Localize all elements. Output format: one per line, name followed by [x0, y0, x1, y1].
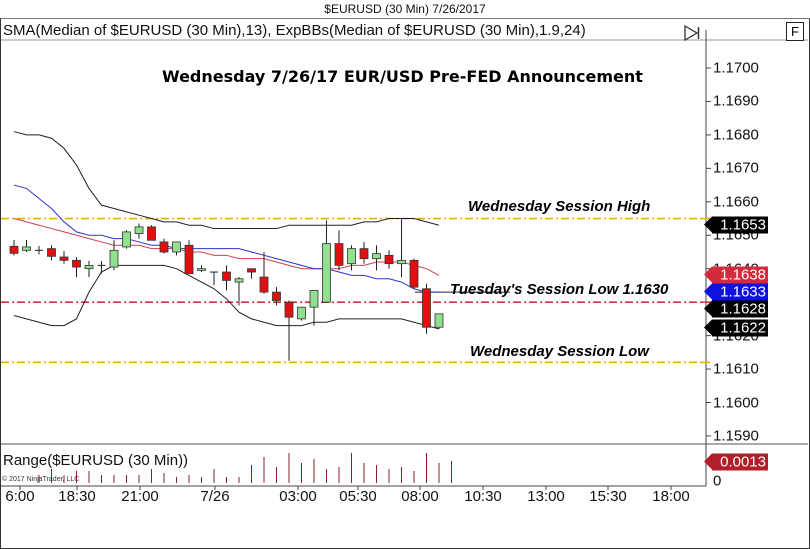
y-tick-label: 1.1600 [713, 394, 759, 411]
x-tick-label: 10:30 [464, 488, 502, 505]
bollinger-mid-line [13, 184, 439, 293]
candle-body [59, 256, 69, 261]
candle-body [309, 290, 319, 308]
candle-body [272, 291, 281, 301]
range-zero-label: 0 [713, 472, 722, 490]
candle-body [222, 271, 231, 281]
x-tick-label: 15:30 [589, 488, 627, 505]
annotation-tue-low: Tuesday's Session Low 1.1630 [450, 281, 669, 298]
candle-body [434, 313, 444, 328]
x-tick-label: 7/26 [200, 488, 230, 505]
candle-body [409, 259, 419, 288]
bollinger-upper-line [13, 131, 440, 230]
candle-body [109, 249, 119, 268]
f-button[interactable]: F [786, 22, 804, 41]
x-tick-label: 13:00 [527, 488, 565, 505]
y-tick-label: 1.1590 [713, 427, 759, 445]
y-tick-label: 1.1660 [713, 193, 759, 211]
window-title: $EURUSD (30 Min) 7/26/2017 [324, 2, 486, 16]
candle-body [397, 259, 406, 265]
range-indicator-label: Range($EURUSD (30 Min)) [3, 452, 189, 469]
candle-body [47, 248, 56, 257]
candle-body [284, 301, 294, 318]
y-tick-label: 1.1610 [713, 360, 759, 378]
candle-body [322, 243, 331, 303]
range-value-badge: 0.0013 [704, 453, 768, 471]
annotation-wed-high: Wednesday Session High [468, 198, 651, 215]
bollinger-lower-line [13, 264, 440, 330]
candle-body [297, 306, 306, 320]
candle-body [84, 264, 94, 270]
candle-body [359, 248, 369, 260]
x-tick-label: 08:00 [401, 488, 439, 505]
candle-body [134, 226, 144, 234]
candle-body [347, 248, 356, 265]
candle-body [184, 244, 194, 275]
chart-title: Wednesday 7/26/17 EUR/USD Pre-FED Announ… [162, 67, 643, 86]
x-tick-label: 18:00 [652, 488, 690, 505]
price-badge: 1.1638 [704, 266, 768, 284]
candle-body [122, 231, 131, 248]
candle-body [247, 268, 256, 273]
skip-to-end-icon[interactable] [684, 24, 700, 46]
x-tick-label: 6:00 [5, 488, 35, 505]
y-tick-label: 1.1670 [713, 159, 759, 177]
price-badge: 1.1633 [704, 283, 768, 301]
y-tick-label: 1.1700 [713, 59, 759, 77]
candle-body [334, 243, 344, 266]
y-tick-label: 1.1690 [713, 92, 759, 110]
candle-body [159, 241, 169, 253]
candle-body [147, 226, 156, 241]
candle-body [384, 254, 394, 265]
x-tick-label: 03:00 [279, 488, 317, 505]
candle-body [259, 276, 269, 293]
price-badge: 1.1622 [704, 319, 768, 337]
candle-body [234, 278, 244, 283]
price-badge: 1.1628 [704, 300, 768, 318]
annotation-wed-low: Wednesday Session Low [470, 343, 649, 360]
candle-body [422, 288, 431, 328]
candle-body [22, 246, 31, 251]
candle-body [172, 241, 181, 253]
copyright-text: © 2017 NinjaTrader, LLC [2, 476, 80, 483]
candle-body [9, 245, 19, 254]
price-badge: 1.1653 [704, 216, 768, 234]
sma-line [13, 218, 440, 276]
x-tick-label: 05:30 [339, 488, 377, 505]
candle-body [72, 259, 81, 268]
y-tick-label: 1.1680 [713, 126, 759, 144]
indicators-label: SMA(Median of $EURUSD (30 Min),13), ExpB… [3, 22, 586, 39]
candle-body [372, 253, 381, 260]
candle-body [197, 268, 206, 271]
x-tick-label: 18:30 [58, 488, 96, 505]
x-tick-label: 21:00 [121, 488, 159, 505]
